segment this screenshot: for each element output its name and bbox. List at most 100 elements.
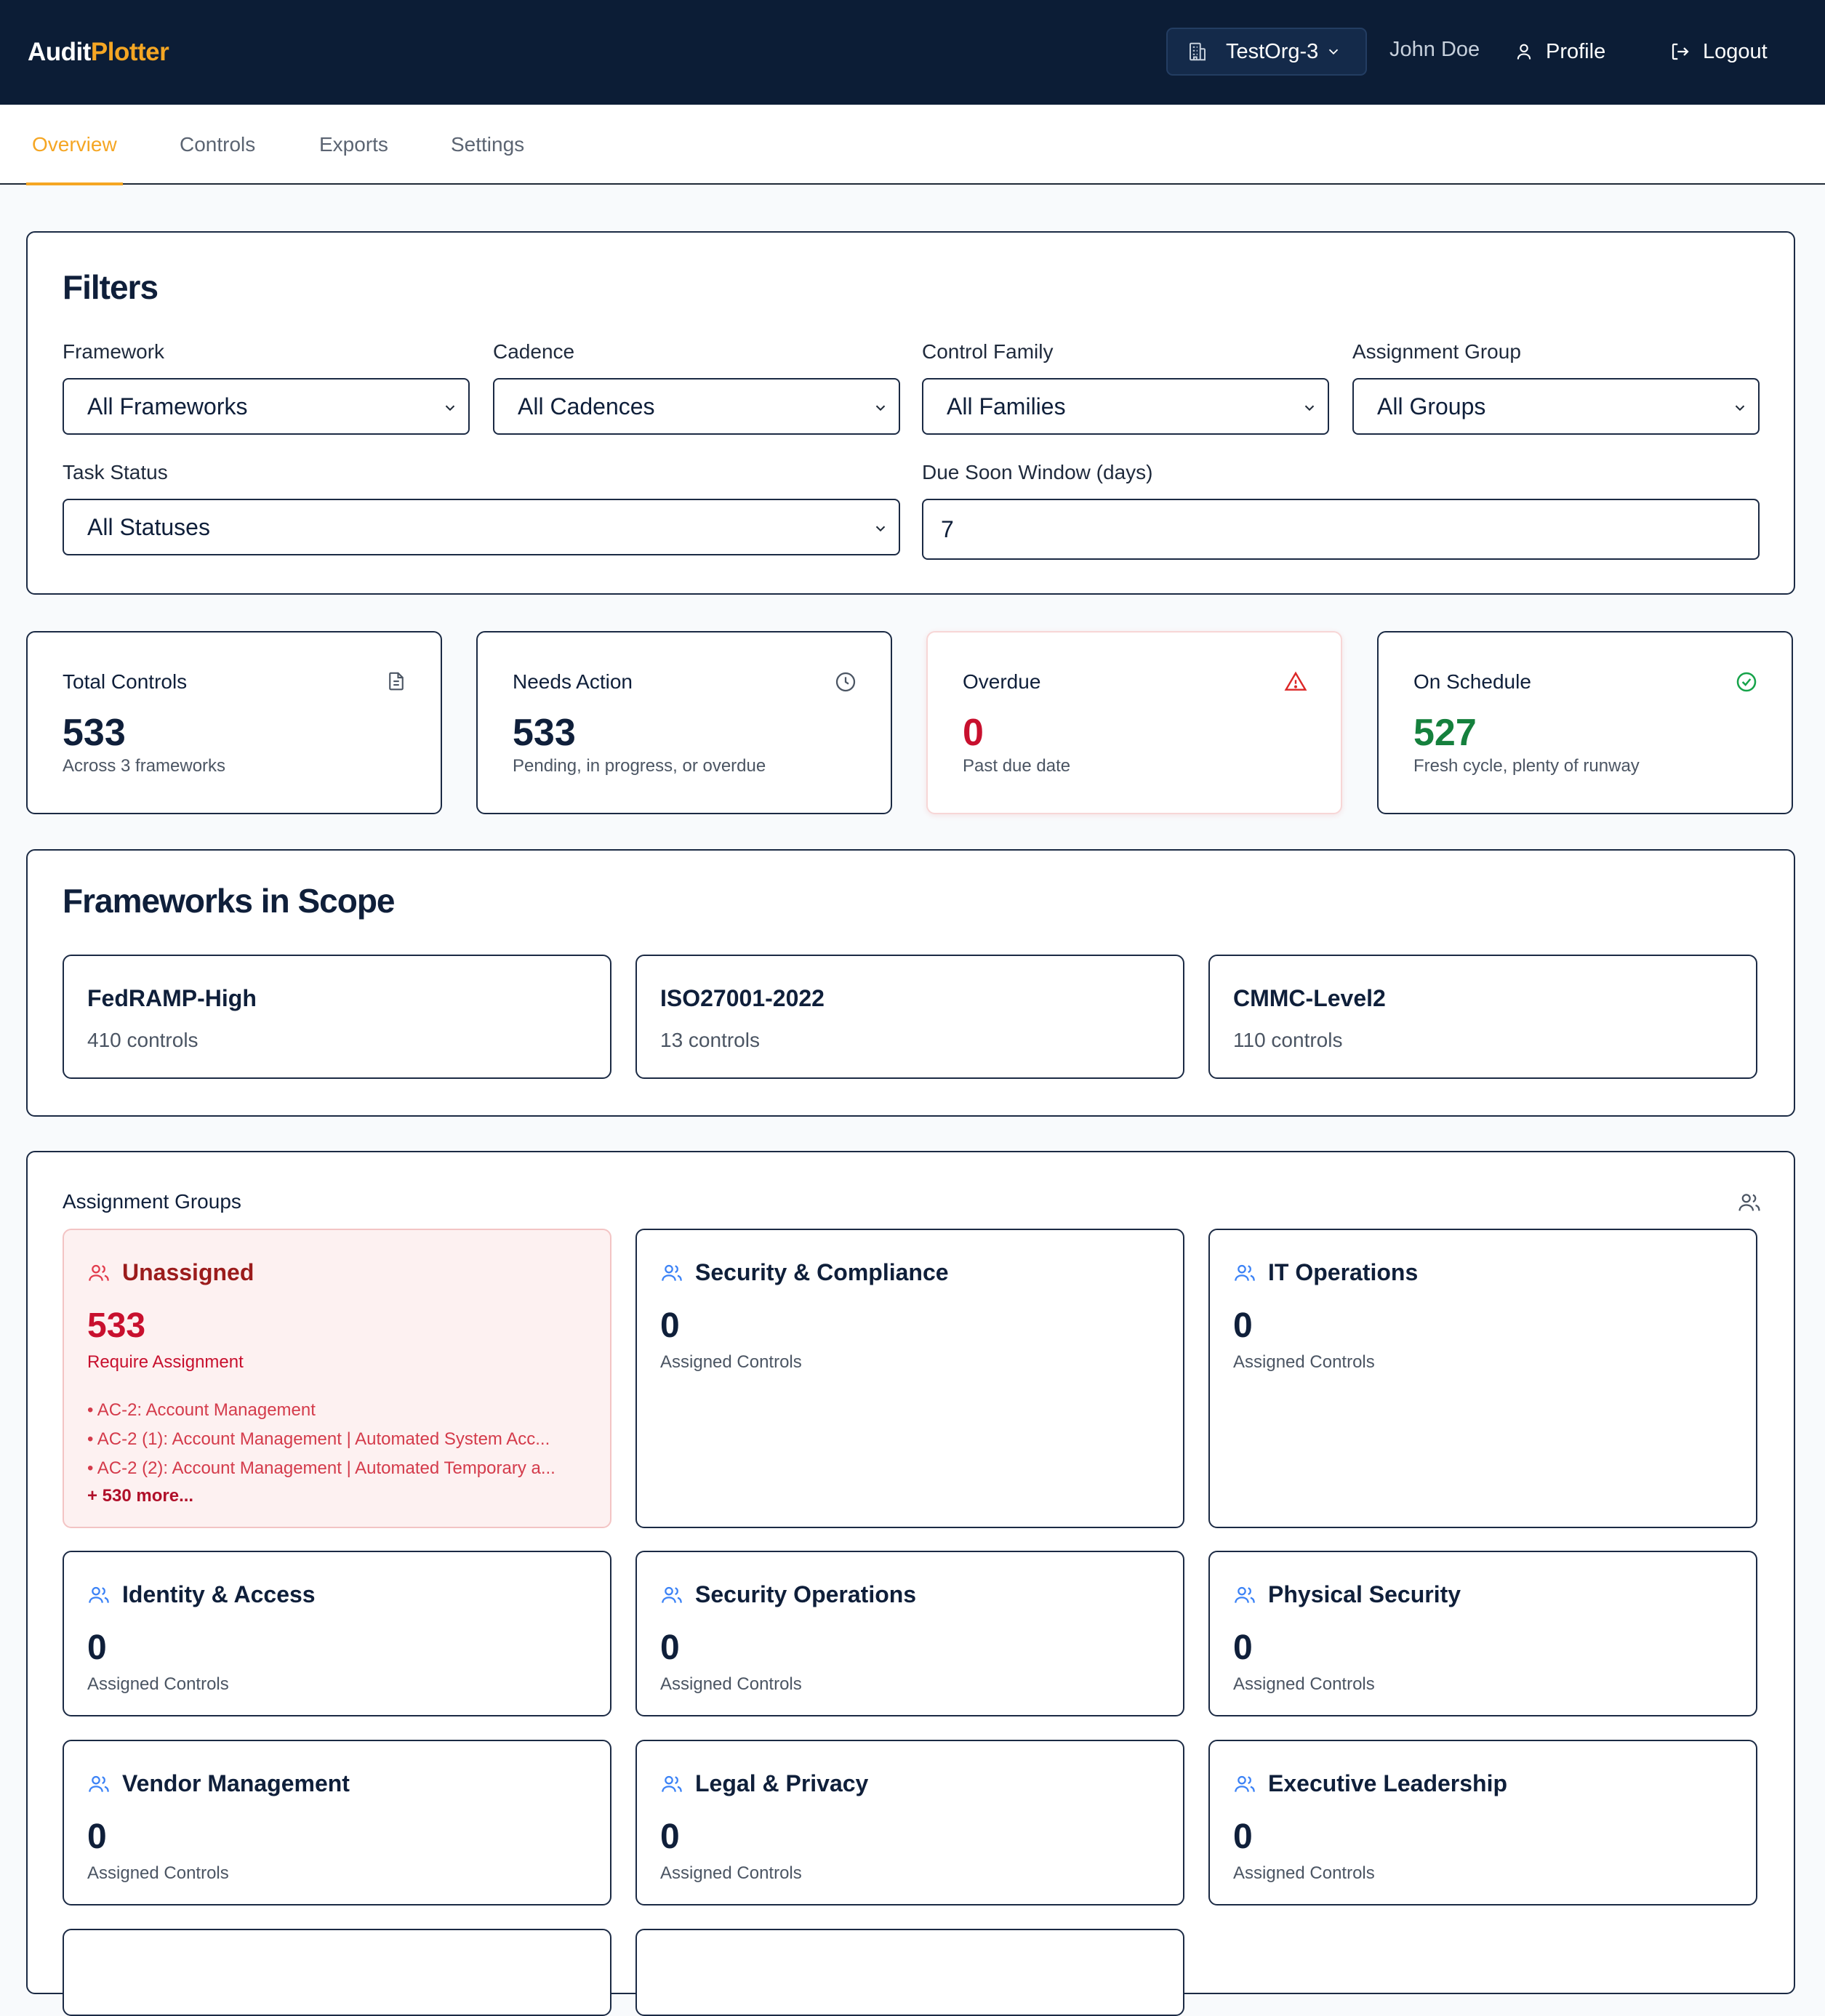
logout-icon — [1672, 43, 1689, 60]
top-navbar: AuditPlotter TestOrg-3 John Doe Profile … — [0, 0, 1825, 105]
control-family-select[interactable]: All Families — [922, 378, 1329, 435]
profile-label: Profile — [1546, 39, 1606, 63]
group-header: Physical Security — [1233, 1581, 1461, 1608]
group-count: 533 — [87, 1306, 146, 1345]
group-card-unassigned[interactable]: Unassigned 533 Require Assignment • AC-2… — [63, 1229, 611, 1528]
filters-panel: Filters Framework All Frameworks Cadence… — [26, 231, 1795, 595]
profile-button[interactable]: Profile — [1514, 29, 1605, 74]
group-header: IT Operations — [1233, 1259, 1418, 1286]
group-subtitle: Assigned Controls — [87, 1863, 229, 1883]
framework-card-iso27001[interactable]: ISO27001-2022 13 controls — [635, 955, 1184, 1079]
group-header: Vendor Management — [87, 1770, 350, 1797]
stat-value: 533 — [513, 712, 576, 754]
stat-value: 0 — [963, 712, 984, 754]
stat-card-needs-action: Needs Action 533 Pending, in progress, o… — [476, 631, 892, 814]
group-header: Legal & Privacy — [660, 1770, 868, 1797]
tab-settings[interactable]: Settings — [451, 133, 525, 156]
framework-control-count: 410 controls — [87, 1029, 198, 1051]
group-card-security-operations[interactable]: Security Operations 0 Assigned Controls — [635, 1551, 1184, 1716]
group-card-security-compliance[interactable]: Security & Compliance 0 Assigned Control… — [635, 1229, 1184, 1528]
chevron-down-icon — [1735, 405, 1745, 411]
group-card-it-operations[interactable]: IT Operations 0 Assigned Controls — [1208, 1229, 1757, 1528]
users-icon — [662, 1264, 682, 1281]
tab-bar: Overview Controls Exports Settings — [0, 105, 1825, 185]
cadence-select-value: All Cadences — [518, 393, 655, 419]
tab-controls[interactable]: Controls — [180, 133, 256, 156]
assignment-group-select[interactable]: All Groups — [1352, 378, 1760, 435]
group-card-identity-access[interactable]: Identity & Access 0 Assigned Controls — [63, 1551, 611, 1716]
framework-select[interactable]: All Frameworks — [63, 378, 470, 435]
task-status-select-value: All Statuses — [87, 513, 210, 540]
group-name: Legal & Privacy — [695, 1770, 869, 1796]
stat-card-overdue: Overdue 0 Past due date — [926, 631, 1342, 814]
app-logo[interactable]: AuditPlotter — [28, 38, 169, 67]
tab-overview[interactable]: Overview — [26, 105, 123, 185]
group-card-vendor-management[interactable]: Vendor Management 0 Assigned Controls — [63, 1740, 611, 1905]
cadence-label: Cadence — [493, 340, 575, 363]
users-icon — [662, 1586, 682, 1603]
cadence-select[interactable]: All Cadences — [493, 378, 900, 435]
group-subtitle: Require Assignment — [87, 1352, 244, 1372]
list-item[interactable]: • AC-2 (2): Account Management | Automat… — [87, 1458, 555, 1478]
group-name: Security Operations — [695, 1581, 917, 1607]
group-card-physical-security[interactable]: Physical Security 0 Assigned Controls — [1208, 1551, 1757, 1716]
tab-exports[interactable]: Exports — [319, 133, 388, 156]
org-name: TestOrg-3 — [1226, 39, 1319, 63]
group-card-partial[interactable] — [63, 1929, 611, 2016]
building-icon — [1190, 42, 1206, 61]
stat-value: 527 — [1413, 712, 1477, 754]
task-status-label: Task Status — [63, 461, 168, 483]
chevron-down-icon — [875, 405, 886, 411]
stat-value: 533 — [63, 712, 126, 754]
list-item[interactable]: • AC-2: Account Management — [87, 1400, 316, 1420]
logo-text-audit: Audit — [28, 38, 91, 66]
group-card-legal-privacy[interactable]: Legal & Privacy 0 Assigned Controls — [635, 1740, 1184, 1905]
group-card-partial[interactable] — [635, 1929, 1184, 2016]
stat-subtitle: Fresh cycle, plenty of runway — [1413, 756, 1640, 776]
framework-card-cmmc-level2[interactable]: CMMC-Level2 110 controls — [1208, 955, 1757, 1079]
document-icon — [389, 672, 404, 691]
group-subtitle: Assigned Controls — [660, 1674, 802, 1694]
due-soon-window-input[interactable]: 7 — [922, 499, 1760, 560]
group-subtitle: Assigned Controls — [1233, 1674, 1375, 1694]
group-name: IT Operations — [1268, 1259, 1419, 1285]
clock-icon — [835, 672, 856, 692]
org-switcher[interactable]: TestOrg-3 — [1166, 28, 1367, 76]
assignment-group-label: Assignment Group — [1352, 340, 1521, 363]
filters-title: Filters — [63, 268, 159, 306]
group-name: Physical Security — [1268, 1581, 1461, 1607]
group-header: Security Operations — [660, 1581, 916, 1608]
framework-name: ISO27001-2022 — [660, 985, 825, 1011]
users-icon — [89, 1586, 109, 1603]
control-family-label: Control Family — [922, 340, 1054, 363]
framework-card-fedramp-high[interactable]: FedRAMP-High 410 controls — [63, 955, 611, 1079]
stat-title: On Schedule — [1413, 670, 1531, 693]
group-count: 0 — [660, 1629, 680, 1667]
group-subtitle: Assigned Controls — [1233, 1352, 1375, 1372]
logout-label: Logout — [1703, 39, 1768, 63]
due-soon-window-label: Due Soon Window (days) — [922, 461, 1153, 483]
group-card-executive-leadership[interactable]: Executive Leadership 0 Assigned Controls — [1208, 1740, 1757, 1905]
task-status-select[interactable]: All Statuses — [63, 499, 900, 555]
stat-subtitle: Across 3 frameworks — [63, 756, 226, 776]
users-icon — [89, 1775, 109, 1792]
list-item[interactable]: • AC-2 (1): Account Management | Automat… — [87, 1429, 550, 1449]
group-header: Unassigned — [87, 1259, 254, 1286]
framework-name: FedRAMP-High — [87, 985, 257, 1011]
group-count: 0 — [87, 1629, 107, 1667]
more-controls-link[interactable]: + 530 more... — [87, 1486, 194, 1506]
framework-label: Framework — [63, 340, 165, 363]
chevron-down-icon — [1329, 49, 1339, 55]
logout-button[interactable]: Logout — [1669, 29, 1768, 74]
warning-triangle-icon — [1284, 671, 1307, 691]
check-circle-icon — [1736, 672, 1757, 692]
users-icon — [89, 1264, 109, 1281]
group-count: 0 — [1233, 1629, 1253, 1667]
chevron-down-icon — [445, 405, 455, 411]
group-name: Vendor Management — [122, 1770, 350, 1796]
group-count: 0 — [1233, 1306, 1253, 1345]
stat-subtitle: Pending, in progress, or overdue — [513, 756, 766, 776]
group-count: 0 — [660, 1306, 680, 1345]
stat-card-on-schedule: On Schedule 527 Fresh cycle, plenty of r… — [1377, 631, 1793, 814]
user-name: John Doe — [1389, 38, 1480, 61]
